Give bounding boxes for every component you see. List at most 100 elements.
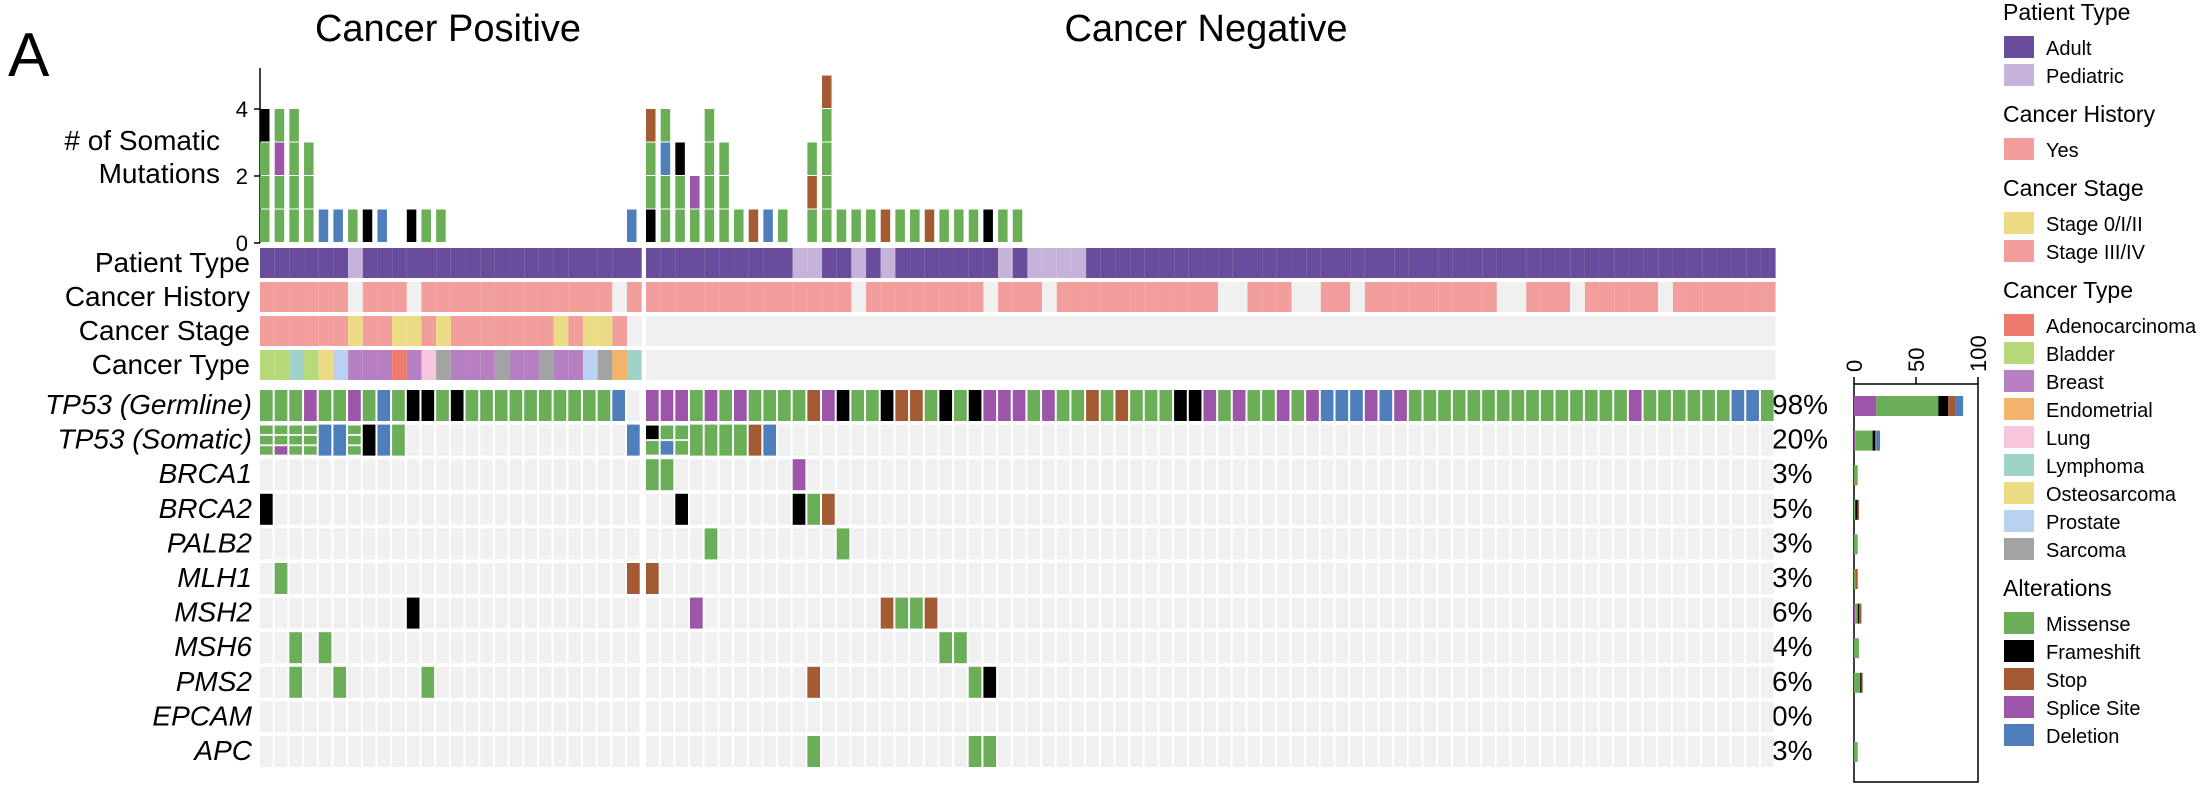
matrix-cell [1599,632,1613,664]
alteration-mark [675,441,689,455]
alteration-mark [822,390,835,421]
alteration-mark [289,632,303,664]
matrix-cell [1452,736,1466,767]
matrix-cell [362,597,376,629]
matrix-cell [597,563,611,594]
matrix-cell [1144,493,1158,525]
matrix-cell [690,493,703,525]
cancer-history-cell [1438,282,1453,312]
alteration-mark [318,390,332,421]
matrix-cell [333,528,347,560]
matrix-cell [406,701,420,733]
cancer-stage-cell [983,316,999,346]
cancer-history-cell [719,282,735,312]
matrix-cell [968,597,982,629]
matrix-cell [748,528,762,560]
alteration-mark [866,390,879,421]
cancer-stage-cell [1467,316,1483,346]
matrix-cell [1218,563,1231,594]
matrix-cell [1232,701,1246,733]
annotation-row-label: Cancer Type [92,349,250,380]
matrix-cell [1408,666,1422,698]
matrix-cell [1526,701,1539,733]
cancer-history-cell [690,282,705,312]
cancer-type-cell [1130,350,1145,380]
matrix-cell [880,701,894,733]
matrix-cell [289,701,303,733]
alteration-mark [377,390,391,421]
matrix-cell [1702,563,1715,594]
matrix-cell [1291,736,1305,767]
alteration-mark [1496,390,1510,421]
matrix-cell [866,597,879,629]
cancer-stage-cell [851,316,867,346]
alteration-mark [895,390,909,421]
patient-type-cell [1012,248,1028,278]
matrix-cell [1511,666,1525,698]
matrix-cell [1423,493,1437,525]
matrix-cell [1364,701,1378,733]
matrix-cell [1027,736,1041,767]
matrix-cell [1042,459,1055,491]
side-bar-segment [1854,396,1877,416]
cancer-history-cell [998,282,1013,312]
cancer-history-cell [1614,282,1629,312]
matrix-cell [568,597,581,629]
matrix-cell [1203,563,1217,594]
matrix-cell [792,528,806,560]
cancer-stage-cell [1584,316,1600,346]
matrix-cell [924,632,938,664]
matrix-cell [450,424,464,456]
matrix-cell [792,563,806,594]
matrix-cell [1232,459,1246,491]
topbar-bar-segment [866,209,876,242]
matrix-cell [1086,528,1099,560]
patient-type-cell [509,248,525,278]
topbar-bar-segment [924,209,935,242]
alteration-mark [1467,390,1481,421]
matrix-cell [1702,632,1715,664]
alteration-mark [597,390,611,421]
matrix-cell [1452,528,1466,560]
matrix-cell [1291,666,1305,698]
matrix-cell [1716,666,1730,698]
alteration-mark [304,425,317,434]
cancer-history-cell [1467,282,1483,312]
matrix-cell [524,459,537,491]
cancer-stage-cell [1159,316,1175,346]
matrix-cell [627,666,640,698]
patient-type-cell [1364,248,1380,278]
cancer-stage-cell [1027,316,1043,346]
matrix-cell [1350,424,1363,456]
matrix-cell [538,666,552,698]
matrix-cell [1350,459,1363,491]
matrix-cell [1658,563,1671,594]
matrix-cell [1614,597,1627,629]
cancer-type-cell [1482,350,1497,380]
gene-row-percent: 6% [1772,666,1812,697]
side-bar-segment [1854,499,1856,520]
matrix-cell [1056,459,1070,491]
legend-item-label: Osteosarcoma [2046,484,2177,506]
topbar-bar-segment [289,109,299,142]
matrix-cell [377,493,391,525]
matrix-cell [348,563,361,594]
patient-type-cell [597,248,613,278]
patient-type-cell [568,248,583,278]
matrix-cell [939,701,953,733]
matrix-cell [1115,632,1129,664]
matrix-cell [318,701,332,733]
matrix-cell [421,632,435,664]
matrix-cell [1511,424,1525,456]
matrix-cell [1570,459,1583,491]
matrix-cell [568,666,581,698]
matrix-cell [524,736,537,767]
matrix-cell [1379,528,1393,560]
cancer-type-cell [660,350,676,380]
cancer-history-cell [1716,282,1732,312]
matrix-cell [450,597,464,629]
alteration-mark [1115,390,1129,421]
cancer-history-cell [1731,282,1747,312]
matrix-cell [822,666,835,698]
cancer-stage-cell [1526,316,1541,346]
